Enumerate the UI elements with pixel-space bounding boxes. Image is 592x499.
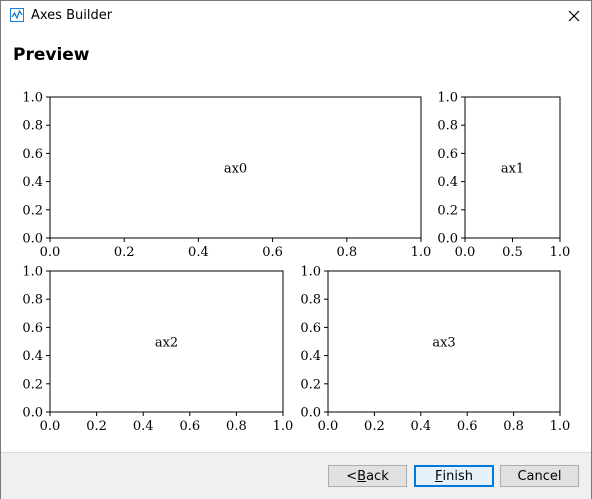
ax0-y-tick-label: 0.6	[22, 147, 43, 162]
title-bar: Axes Builder	[1, 1, 591, 31]
ax2-x-tick-label: 0.0	[40, 419, 61, 434]
ax3-y-tick-label: 1.0	[300, 265, 321, 280]
ax0-y-tick-label: 0.4	[22, 175, 43, 190]
ax2-y-tick-label: 0.2	[22, 377, 43, 392]
ax0-x-tick-label: 0.0	[40, 245, 61, 260]
ax0-y-tick-label: 0.0	[22, 232, 43, 247]
ax0-x-tick-label: 0.2	[114, 245, 135, 260]
page-title: Preview	[13, 45, 90, 65]
cancel-button[interactable]: Cancel	[500, 465, 579, 487]
ax2-x-tick-label: 0.8	[226, 419, 247, 434]
ax0-label: ax0	[224, 162, 247, 177]
ax3-y-tick-label: 0.2	[300, 377, 321, 392]
back-label-mnemonic: B	[357, 468, 367, 484]
finish-label-rest: inish	[442, 468, 473, 484]
finish-label-mnemonic: F	[435, 468, 443, 484]
ax3-y-tick-label: 0.6	[300, 321, 321, 336]
ax0-x-tick-label: 0.6	[262, 245, 283, 260]
cancel-label: Cancel	[517, 468, 562, 484]
ax0-y-tick-label: 0.8	[22, 119, 43, 134]
ax2-y-tick-label: 1.0	[22, 265, 43, 280]
ax3-y-tick-label: 0.0	[300, 406, 321, 421]
ax2-x-tick-label: 0.2	[86, 419, 107, 434]
ax0-x-tick-label: 0.4	[188, 245, 209, 260]
ax3-x-tick-label: 0.4	[410, 419, 431, 434]
ax3-frame	[327, 270, 561, 413]
axes-preview: 0.0 0.2 0.4 0.6 0.8 1.0 0.0 0.2 0.4 0.6 0.8 1.0 ax0 0…	[22, 91, 571, 435]
window-title: Axes Builder	[31, 8, 113, 23]
close-icon	[568, 10, 580, 22]
ax1-x-tick-label: 1.0	[550, 245, 571, 260]
ax1-y-tick-label: 0.0	[437, 232, 458, 247]
ax1-y-tick-label: 0.8	[437, 119, 458, 134]
ax1-x-tick-label: 0.5	[502, 245, 523, 260]
ax3-y-tick-label: 0.4	[300, 349, 321, 364]
ax2-y-tick-label: 0.8	[22, 293, 43, 308]
ax2-x-tick-label: 0.4	[133, 419, 154, 434]
ax2-label: ax2	[155, 336, 178, 351]
ax2-y-tick-label: 0.4	[22, 349, 43, 364]
ax3-x-tick-label: 1.0	[550, 419, 571, 434]
ax2-frame	[49, 270, 284, 413]
ax3-x-tick-label: 0.0	[318, 419, 339, 434]
ax3-x-tick-label: 0.2	[364, 419, 385, 434]
ax2-y-tick-label: 0.0	[22, 406, 43, 421]
ax0-frame	[49, 96, 422, 239]
ax1-y-tick-label: 0.2	[437, 203, 458, 218]
back-label-prefix: <	[346, 468, 358, 484]
ax2-x-tick-label: 0.6	[179, 419, 200, 434]
ax0-x-tick-label: 1.0	[411, 245, 432, 260]
close-button[interactable]	[557, 1, 591, 31]
ax1-label: ax1	[501, 162, 524, 177]
ax1-y-tick-label: 0.6	[437, 147, 458, 162]
ax2-y-tick-label: 0.6	[22, 321, 43, 336]
ax2-x-tick-label: 1.0	[273, 419, 294, 434]
ax1-x-tick-label: 0.0	[455, 245, 476, 260]
ax1-frame	[464, 96, 561, 239]
ax1-y-tick-label: 0.4	[437, 175, 458, 190]
chart-app-icon	[10, 8, 24, 22]
ax1-y-tick-label: 1.0	[437, 91, 458, 106]
ax0-y-tick-label: 0.2	[22, 203, 43, 218]
back-label-rest: ack	[366, 468, 389, 484]
ax0-x-tick-label: 0.8	[336, 245, 357, 260]
ax3-y-tick-label: 0.8	[300, 293, 321, 308]
ax0-y-tick-label: 1.0	[22, 91, 43, 106]
ax3-label: ax3	[432, 336, 455, 351]
ax3-x-tick-label: 0.8	[503, 419, 524, 434]
ax3-x-tick-label: 0.6	[457, 419, 478, 434]
